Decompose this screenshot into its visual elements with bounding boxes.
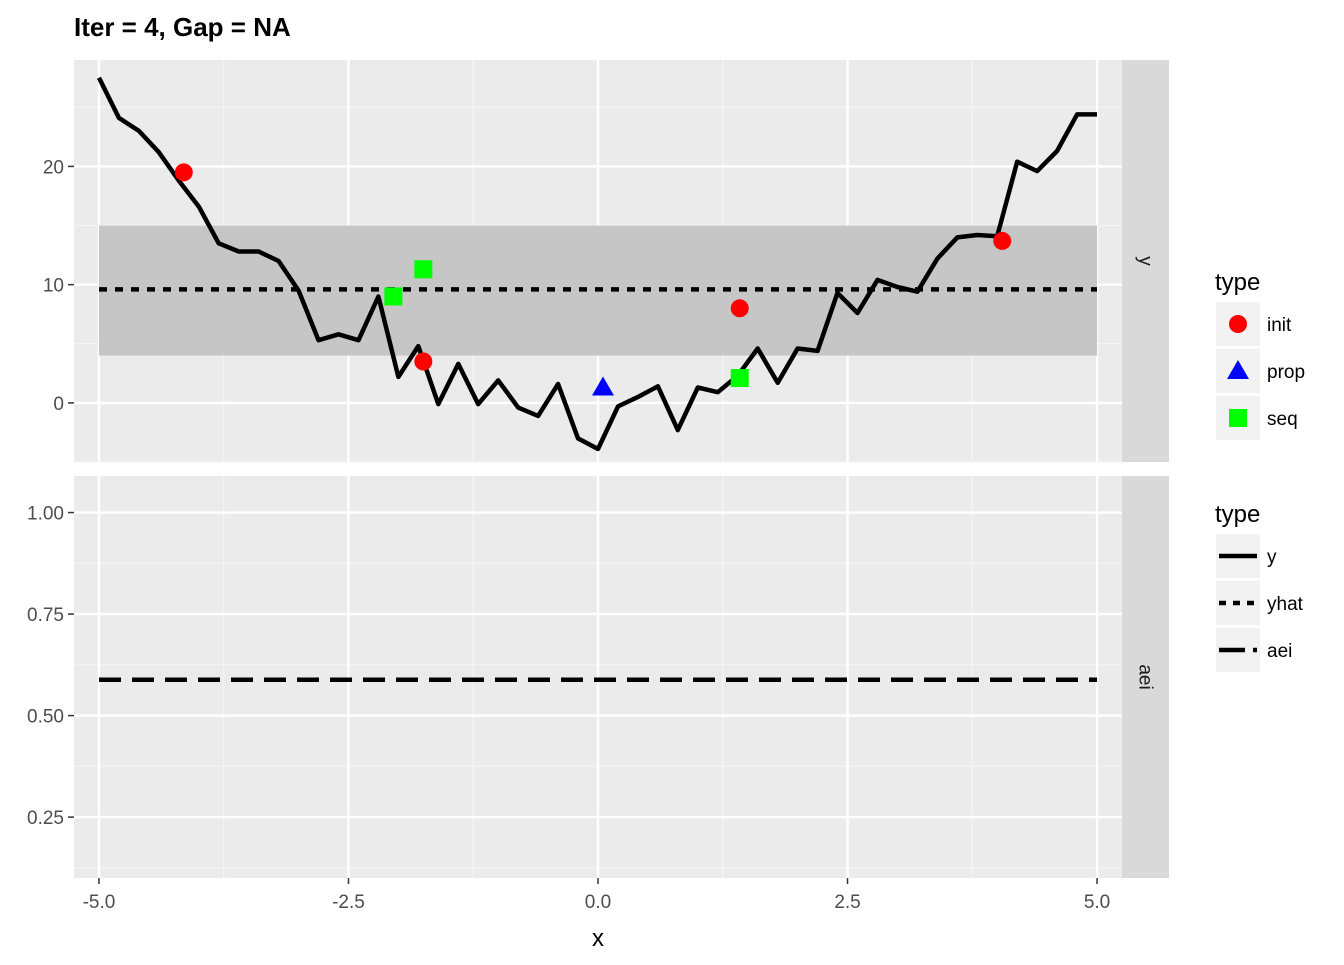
facet-strip [1122,476,1169,878]
point-init [730,299,749,318]
x-tick-label: 2.5 [834,892,860,913]
facet-strip [1122,60,1169,462]
x-axis: -5.0 -2.5 0.0 2.5 5.0 [83,878,1110,913]
chart-title: Iter = 4, Gap = NA [74,12,291,42]
point-seq [414,260,433,279]
x-tick-label: -2.5 [332,892,365,913]
y-tick-label: 1.00 [27,504,64,525]
panel-1: 0.25 0.50 0.75 1.00 aei [27,476,1169,878]
y-tick-label: 0.25 [27,808,64,829]
x-tick-label: 5.0 [1084,892,1110,913]
x-tick-label: -5.0 [83,892,116,913]
legend-label-aei: aei [1267,641,1292,662]
y-tick-label: 0.75 [27,605,64,626]
series-line-y [96,76,1097,452]
facet-strip-label: y [1135,256,1156,266]
y-tick-label: 20 [43,157,64,178]
panels-layer: 0 10 20 y 0.25 0.50 0.75 1.00 aei -5.0 -2.5 0.0 2.5 5… [27,60,1169,913]
x-tick-label: 0.0 [585,892,611,913]
y-tick-label: 0 [53,394,64,415]
facet-strip-label: aei [1135,664,1156,689]
point-init [414,352,433,371]
legend-label-y: y [1267,547,1277,568]
y-tick-label: 0.50 [27,707,64,728]
y-tick-label: 10 [43,276,64,297]
point-prop [591,376,614,396]
point-seq [730,369,749,388]
panel-0: 0 10 20 y [43,60,1169,463]
legend-points: type init prop seq [1215,269,1305,440]
legend-title: type [1215,269,1260,296]
legend-label-init: init [1267,315,1292,336]
legend-symbol-init [1229,315,1247,333]
legend-label-seq: seq [1267,409,1298,430]
legend-title: type [1215,501,1260,528]
legend-label-prop: prop [1267,362,1305,383]
x-axis-title: x [592,925,604,952]
legend-symbol-prop [1227,360,1249,379]
legend-label-yhat: yhat [1267,594,1304,615]
point-seq [384,287,403,306]
point-init [993,231,1012,250]
legend-symbol-seq [1229,409,1247,427]
point-init [174,163,193,182]
